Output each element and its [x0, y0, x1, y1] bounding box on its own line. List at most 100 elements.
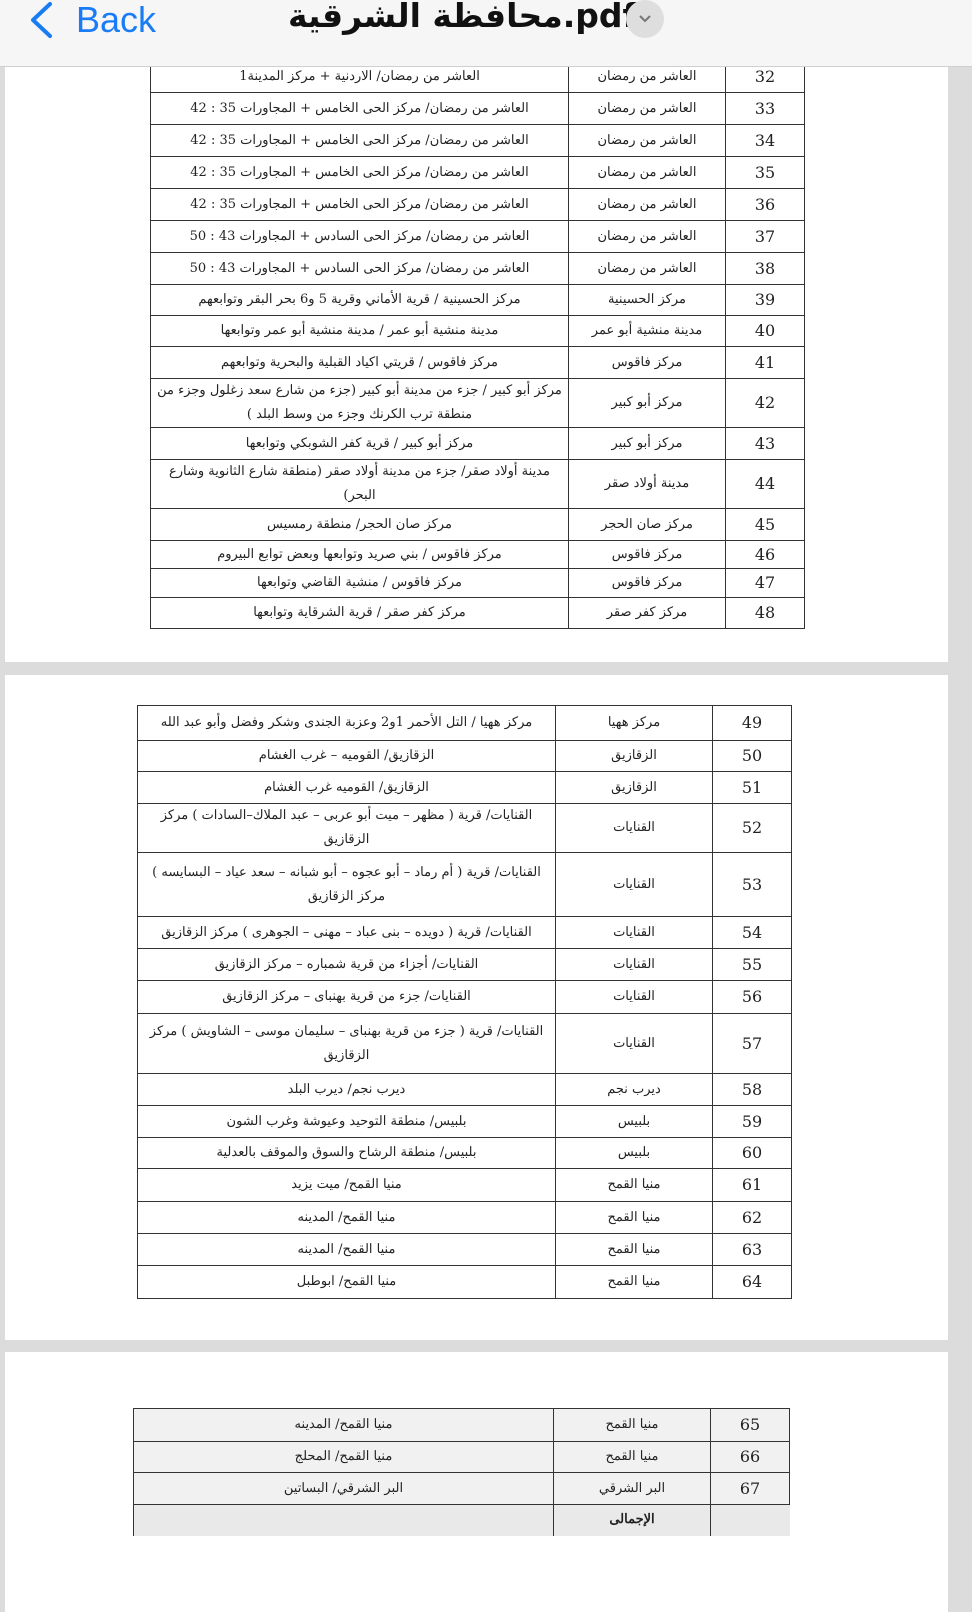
area-cell: الزقازيق [555, 740, 713, 772]
area-cell: العاشر من رمضان [568, 252, 726, 285]
area-cell: مركز صان الحجر [568, 508, 726, 541]
row-number: 35 [725, 156, 805, 189]
area-cell: القنايات [555, 803, 713, 853]
description-cell: مركز أبو كبير / قرية كفر الشوبكي وتوابعه… [150, 427, 569, 460]
description-cell: منيا القمح/ المدينه [137, 1233, 556, 1266]
table-row: 50 الزقازيق الزقازيق/ القوميه – غرب الغشام [137, 740, 792, 772]
area-cell: بلبيس [555, 1137, 713, 1169]
area-cell: مركز أبو كبير [568, 427, 726, 460]
table-row: 40 مدينة منشية أبو عمر مدينة منشية أبو عمر… [150, 315, 805, 347]
area-cell: منيا القمح [553, 1408, 711, 1442]
description-cell: بلبيس/ منطقة التوحيد وعيوشة وغرب الشون [137, 1105, 556, 1138]
description-cell: القنايات/ قرية ( دويده – بنى عباد – مهنى… [137, 916, 556, 949]
description-cell: الزقازيق/ القوميه – غرب الغشام [137, 740, 556, 772]
row-number: 37 [725, 220, 805, 253]
row-number: 65 [710, 1408, 790, 1442]
table-row: 63 منيا القمح منيا القمح/ المدينه [137, 1233, 792, 1266]
area-cell: القنايات [555, 852, 713, 917]
description-cell: منيا القمح/ المحلج [133, 1441, 554, 1473]
description-cell: مركز ههيا / التل الأحمر 1و2 وعزبة الجندى… [137, 705, 556, 741]
table-row: 65 منيا القمح منيا القمح/ المدينه [133, 1408, 790, 1442]
area-cell: القنايات [555, 916, 713, 949]
row-number: 50 [712, 740, 792, 772]
description-cell: مدينة منشية أبو عمر / مدينة منشية أبو عم… [150, 315, 569, 347]
row-number: 42 [725, 378, 805, 428]
area-cell: منيا القمح [553, 1441, 711, 1473]
description-cell: منيا القمح/ المدينه [133, 1408, 554, 1442]
table-row: 37 العاشر من رمضان العاشر من رمضان/ مركز ا… [150, 220, 805, 253]
area-cell: مركز ههيا [555, 705, 713, 741]
document-title[interactable]: محافظة الشرقية.pdf [288, 0, 637, 35]
row-number: 41 [725, 346, 805, 379]
row-number: 36 [725, 188, 805, 221]
area-cell: العاشر من رمضان [568, 220, 726, 253]
row-number: 62 [712, 1201, 792, 1234]
row-number: 40 [725, 315, 805, 347]
row-number: 66 [710, 1441, 790, 1473]
table-row: 64 منيا القمح منيا القمح/ ابوطبل [137, 1265, 792, 1299]
table-row: 35 العاشر من رمضان العاشر من رمضان/ مركز ا… [150, 156, 805, 189]
row-number: 33 [725, 92, 805, 125]
description-cell: مركز كفر صقر / قرية الشرقاية وتوابعها [150, 597, 569, 629]
districts-table: 49 مركز ههيا مركز ههيا / التل الأحمر 1و2 و… [137, 705, 792, 1299]
row-number: 64 [712, 1265, 792, 1299]
table-row: 38 العاشر من رمضان العاشر من رمضان/ مركز ا… [150, 252, 805, 285]
districts-table: 32 العاشر من رمضان العاشر من رمضان/ الاردن… [150, 60, 805, 629]
description-cell: القنايات/ قرية ( جزء من قرية بهنباى – سل… [137, 1013, 556, 1074]
row-number: 45 [725, 508, 805, 541]
title-menu-button[interactable] [626, 0, 664, 38]
description-cell: العاشر من رمضان/ مركز الحى الخامس + المج… [150, 124, 569, 157]
row-number: 48 [725, 597, 805, 629]
table-row: 41 مركز فاقوس مركز فاقوس / قريتي اكياد الق… [150, 346, 805, 379]
table-row: 67 البر الشرقي البر الشرقي/ البساتين [133, 1472, 790, 1505]
table-row: 48 مركز كفر صقر مركز كفر صقر / قرية الشرقا… [150, 597, 805, 629]
description-cell: مركز فاقوس / منشية القاضي وتوابعها [150, 568, 569, 598]
description-cell: منيا القمح/ ابوطبل [137, 1265, 556, 1299]
area-cell: الزقازيق [555, 771, 713, 804]
description-cell: ديرب نجم/ ديرب البلد [137, 1073, 556, 1106]
table-row: 45 مركز صان الحجر مركز صان الحجر/ منطقة رم… [150, 508, 805, 541]
area-cell: منيا القمح [555, 1201, 713, 1234]
table-row: 60 بلبيس بلبيس/ منطقة الرشاح والسوق والموق… [137, 1137, 792, 1169]
row-number: 47 [725, 568, 805, 598]
row-number: 51 [712, 771, 792, 804]
table-row: 61 منيا القمح منيا القمح/ ميت يزيد [137, 1168, 792, 1202]
area-cell: مدينة أولاد صقر [568, 459, 726, 509]
area-cell: ديرب نجم [555, 1073, 713, 1106]
row-number: 57 [712, 1013, 792, 1074]
description-cell: مدينة أولاد صقر/ جزء من مدينة أولاد صقر … [150, 459, 569, 509]
row-number: 59 [712, 1105, 792, 1138]
area-cell: القنايات [555, 948, 713, 981]
description-cell: القنايات/ قرية ( مظهر – ميت أبو عربى – ع… [137, 803, 556, 853]
row-number: 67 [710, 1472, 790, 1505]
description-cell: البر الشرقي/ البساتين [133, 1472, 554, 1505]
row-number: 39 [725, 284, 805, 316]
table-row: 54 القنايات القنايات/ قرية ( دويده – بنى ع… [137, 916, 792, 949]
row-number: 58 [712, 1073, 792, 1106]
area-cell: منيا القمح [555, 1265, 713, 1299]
area-cell: مركز فاقوس [568, 568, 726, 598]
table-row: 58 ديرب نجم ديرب نجم/ ديرب البلد [137, 1073, 792, 1106]
description-cell: العاشر من رمضان/ مركز الحى الخامس + المج… [150, 92, 569, 125]
description-cell: مركز فاقوس / قريتي اكياد القبلية والبحري… [150, 346, 569, 379]
back-button[interactable]: Back [28, 0, 156, 40]
description-cell: العاشر من رمضان/ مركز الحى السادس + المج… [150, 220, 569, 253]
description-cell: القنايات/ قرية ( أم رماد – أبو عجوه – أب… [137, 852, 556, 917]
navigation-bar: Back محافظة الشرقية.pdf [0, 0, 972, 67]
description-cell: بلبيس/ منطقة الرشاح والسوق والموقف بالعد… [137, 1137, 556, 1169]
back-label: Back [76, 0, 157, 40]
area-cell: مركز فاقوس [568, 346, 726, 379]
chevron-down-icon [639, 15, 651, 23]
row-number: 61 [712, 1168, 792, 1202]
table-row: 49 مركز ههيا مركز ههيا / التل الأحمر 1و2 و… [137, 705, 792, 741]
description-cell: مركز أبو كبير / جزء من مدينة أبو كبير (ج… [150, 378, 569, 428]
area-cell: العاشر من رمضان [568, 92, 726, 125]
area-cell: منيا القمح [555, 1233, 713, 1266]
area-cell: مركز فاقوس [568, 540, 726, 569]
table-row: 56 القنايات القنايات/ جزء من قرية بهنباى –… [137, 980, 792, 1014]
total-value-cell [133, 1504, 554, 1536]
area-cell: العاشر من رمضان [568, 188, 726, 221]
table-row: 62 منيا القمح منيا القمح/ المدينه [137, 1201, 792, 1234]
table-row: 46 مركز فاقوس مركز فاقوس / بني صريد وتوابع… [150, 540, 805, 569]
description-cell: العاشر من رمضان/ مركز الحى الخامس + المج… [150, 156, 569, 189]
